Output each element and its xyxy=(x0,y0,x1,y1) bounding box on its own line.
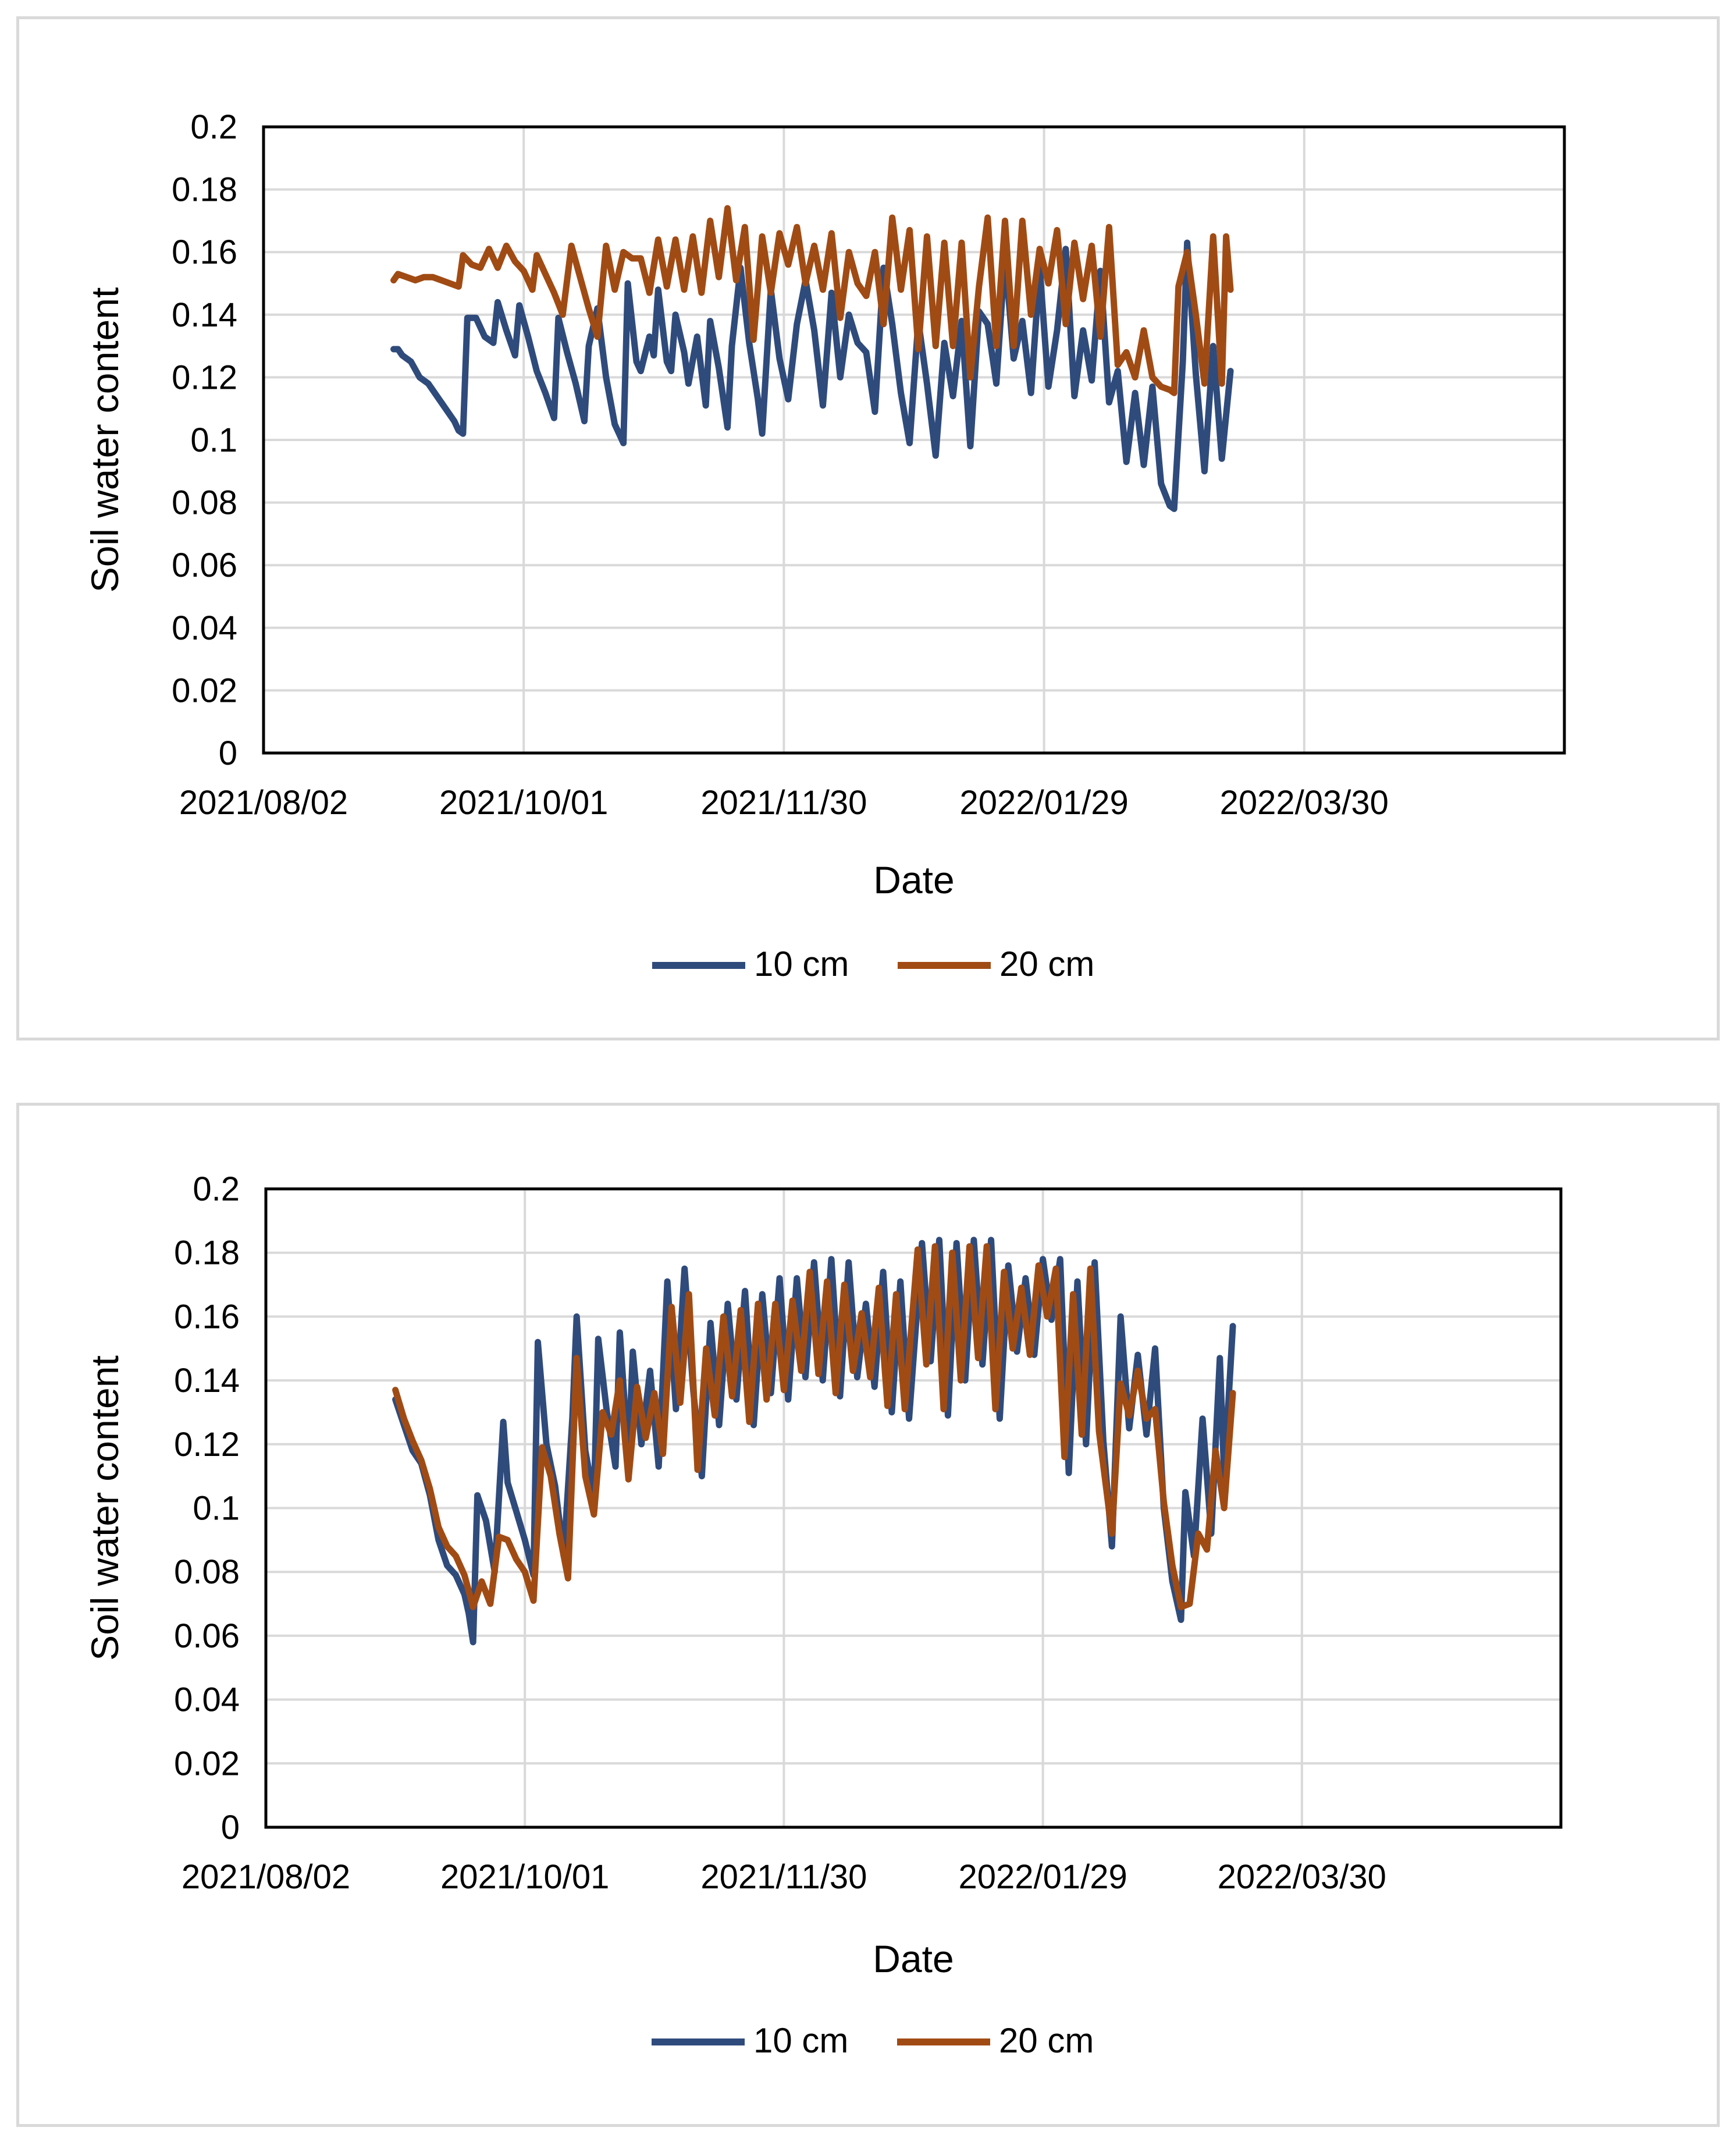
chart-2-y-tick-label: 0.14 xyxy=(174,1362,240,1400)
chart-1-x-tick-label: 2021/11/30 xyxy=(700,784,867,822)
chart-1-y-tick-label: 0.12 xyxy=(172,358,237,396)
chart-2-legend-label-10cm: 10 cm xyxy=(753,2021,848,2060)
chart-1-y-tick-label: 0.04 xyxy=(172,609,237,647)
chart-1-x-tick-label: 2022/03/30 xyxy=(1220,784,1389,822)
chart-1-y-tick-label: 0.06 xyxy=(172,546,237,584)
chart-1-y-tick-label: 0.02 xyxy=(172,672,237,709)
chart-2-gridlines xyxy=(266,1189,1561,1827)
chart-1-y-tick-label: 0.18 xyxy=(172,171,237,209)
chart-1-y-tick-label: 0.14 xyxy=(172,296,237,334)
chart-2-y-tick-label: 0.1 xyxy=(193,1490,240,1528)
chart-2-y-tick-label: 0.16 xyxy=(174,1298,240,1336)
chart-2-series xyxy=(392,1237,1236,1646)
chart-2-plot-frame xyxy=(264,1187,1563,1829)
chart-2-y-tick-label: 0.18 xyxy=(174,1234,240,1272)
chart-1-series-line-20cm xyxy=(390,205,1234,396)
chart-1-y-tick-label: 0 xyxy=(219,734,237,772)
chart-2-y-tick-label: 0.08 xyxy=(174,1553,240,1591)
chart-2-svg: 0 0.02 0.04 0.06 0.08 0.1 0.12 0.14 0.16 0.18 0.2 2… xyxy=(83,1170,1563,2060)
chart-1-series-line-10cm xyxy=(390,239,1234,512)
chart-1-y-axis-title: Soil water content xyxy=(83,287,126,593)
chart-1-x-tick-label: 2022/01/29 xyxy=(959,784,1128,822)
chart-1-y-tick-label: 0.16 xyxy=(172,233,237,271)
chart-1-series xyxy=(390,205,1234,512)
chart-panel-1: 0 0.02 0.04 0.06 0.08 0.1 0.12 0.14 0.16 0.18 0.2 2… xyxy=(16,16,1720,1040)
chart-1-gridlines xyxy=(264,127,1564,753)
chart-1-svg: 0 0.02 0.04 0.06 0.08 0.1 0.12 0.14 0.16 0.18 0.2 2… xyxy=(83,108,1566,983)
chart-2-y-axis-title: Soil water content xyxy=(83,1355,126,1661)
chart-panel-2: 0 0.02 0.04 0.06 0.08 0.1 0.12 0.14 0.16 0.18 0.2 2… xyxy=(16,1103,1720,2127)
chart-2-y-tick-label: 0.04 xyxy=(174,1681,240,1719)
chart-2-ticks: 0 0.02 0.04 0.06 0.08 0.1 0.12 0.14 0.16 0.18 0.2 2… xyxy=(174,1170,1386,1896)
chart-2-x-tick-label: 2021/11/30 xyxy=(700,1858,867,1896)
chart-2-series-line-20cm xyxy=(392,1243,1236,1610)
chart-1-y-tick-label: 0.1 xyxy=(190,421,237,459)
chart-2-legend: 10 cm 20 cm xyxy=(652,2021,1094,2060)
chart-1-legend-label-10cm: 10 cm xyxy=(754,944,849,983)
chart-2-x-tick-label: 2022/01/29 xyxy=(958,1858,1127,1896)
chart-1-y-tick-label: 0.08 xyxy=(172,484,237,522)
chart-2-x-tick-label: 2021/08/02 xyxy=(182,1858,350,1896)
chart-2-x-tick-label: 2022/03/30 xyxy=(1218,1858,1386,1896)
chart-2-series-line-10cm xyxy=(392,1237,1236,1646)
chart-1-y-tick-label: 0.2 xyxy=(190,108,237,146)
chart-2-x-tick-label: 2021/10/01 xyxy=(440,1858,609,1896)
chart-1-x-tick-label: 2021/10/01 xyxy=(439,784,608,822)
chart-2-x-axis-title: Date xyxy=(873,1937,954,1980)
chart-2-y-tick-label: 0.02 xyxy=(174,1745,240,1782)
chart-1-x-tick-label: 2021/08/02 xyxy=(179,784,348,822)
chart-1-plot-frame xyxy=(262,125,1566,755)
chart-1-legend: 10 cm 20 cm xyxy=(652,944,1094,983)
chart-2-y-tick-label: 0.2 xyxy=(193,1170,240,1208)
chart-1-ticks: 0 0.02 0.04 0.06 0.08 0.1 0.12 0.14 0.16 0.18 0.2 2… xyxy=(172,108,1389,822)
chart-2-y-tick-label: 0 xyxy=(221,1809,240,1846)
chart-2-y-tick-label: 0.12 xyxy=(174,1426,240,1464)
chart-2-y-tick-label: 0.06 xyxy=(174,1617,240,1655)
chart-2-legend-label-20cm: 20 cm xyxy=(999,2021,1094,2060)
chart-1-legend-label-20cm: 20 cm xyxy=(999,944,1094,983)
chart-1-x-axis-title: Date xyxy=(873,858,954,901)
